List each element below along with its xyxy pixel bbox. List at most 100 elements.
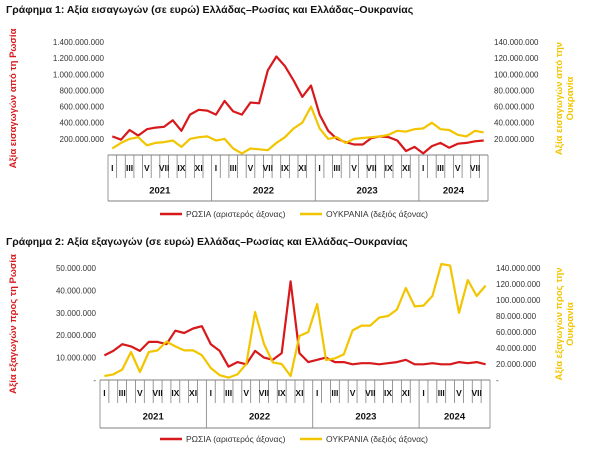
x-tick-label: I: [316, 388, 318, 398]
x-tick-label: I: [111, 163, 113, 173]
x-tick-label: IX: [177, 163, 185, 173]
x-tick-label: XI: [195, 163, 203, 173]
legend-russia-label: ΡΩΣΙΑ (αριστερός άξονας): [186, 434, 286, 444]
right-y-tick-label: 60.000.000: [496, 328, 537, 337]
x-tick-label: IX: [384, 388, 392, 398]
x-tick-label: III: [230, 163, 237, 173]
left-y-tick-label: 200.000.000: [60, 135, 105, 144]
x-tick-label: I: [103, 388, 105, 398]
left-y-axis-title: Αξία εξαγωγών προς τη Ρωσία: [8, 254, 19, 394]
left-y-tick-label: 1.400.000.000: [53, 38, 105, 47]
x-tick-label: XI: [402, 163, 410, 173]
left-y-tick-label: 1.000.000.000: [53, 70, 105, 79]
legend-russia-label: ΡΩΣΙΑ (αριστερός άξονας): [186, 209, 286, 219]
right-y-tick-label: 40.000.000: [496, 344, 537, 353]
right-y-tick-label: 100.000.000: [494, 70, 539, 79]
left-y-tick-label: 30.000.000: [56, 309, 97, 318]
right-y-tick-label: 140.000.000: [494, 38, 539, 47]
x-tick-label: V: [137, 388, 143, 398]
year-label: 2021: [143, 412, 165, 423]
year-label: 2024: [444, 412, 466, 423]
x-tick-label: III: [126, 163, 133, 173]
right-y-axis-title-line1: Αξία εισαγωγών από την: [554, 42, 565, 155]
chart1-panel: 200.000.000 400.000.000 600.000.000 800.000…: [0, 18, 600, 232]
right-y-tick-label: 40.000.000: [494, 119, 535, 128]
chart2-title: Γράφημα 2: Αξία εξαγωγών (σε ευρώ) Ελλάδ…: [6, 236, 408, 248]
x-tick-label: III: [437, 163, 444, 173]
x-tick-label: XI: [189, 388, 197, 398]
left-y-tick-label: 20.000.000: [56, 331, 97, 340]
x-tick-label: I: [215, 163, 217, 173]
right-y-axis-title-line1: Αξία εξαγωγών προς την: [554, 267, 565, 380]
left-y-tick-label: -: [93, 376, 96, 385]
right-y-tick-label: 120.000.000: [494, 54, 539, 63]
year-label: 2021: [149, 186, 171, 197]
x-tick-label: I: [422, 163, 424, 173]
x-tick-label: VII: [259, 388, 269, 398]
x-tick-label: VII: [159, 163, 169, 173]
right-y-axis-title-line2: Ουκρανία: [565, 76, 576, 120]
year-label: 2024: [443, 186, 465, 197]
x-tick-label: V: [248, 163, 254, 173]
legend-ukraine-label: ΟΥΚΡΑΝΙΑ (δεξιός άξονας): [326, 209, 428, 219]
x-tick-label: V: [455, 163, 461, 173]
right-y-tick-label: 80.000.000: [496, 312, 537, 321]
x-tick-label: VII: [470, 163, 480, 173]
left-y-tick-label: 800.000.000: [60, 86, 105, 95]
legend: ΡΩΣΙΑ (αριστερός άξονας) ΟΥΚΡΑΝΙΑ (δεξιός…: [160, 434, 428, 444]
left-y-tick-label: 400.000.000: [60, 119, 105, 128]
left-y-tick-label: 10.000.000: [56, 354, 97, 363]
x-tick-label: III: [438, 388, 445, 398]
x-tick-label: XI: [295, 388, 303, 398]
right-y-tick-label: 80.000.000: [494, 86, 535, 95]
year-label: 2023: [357, 186, 378, 197]
x-tick-label: III: [225, 388, 232, 398]
right-y-tick-label: 20.000.000: [496, 360, 537, 369]
right-y-axis-title: Αξία εξαγωγών προς την Ουκρανία: [554, 267, 576, 380]
ukraine-series-line: [111, 105, 484, 155]
x-tick-label: XI: [298, 163, 306, 173]
x-tick-label: III: [333, 163, 340, 173]
x-tick-label: IX: [385, 163, 393, 173]
legend-ukraine-label: ΟΥΚΡΑΝΙΑ (δεξιός άξονας): [326, 434, 428, 444]
year-label: 2023: [355, 412, 376, 423]
x-tick-label: I: [210, 388, 212, 398]
left-y-tick-label: 600.000.000: [60, 103, 105, 112]
right-y-tick-label: 140.000.000: [496, 264, 541, 273]
x-tick-label: V: [350, 388, 356, 398]
right-y-tick-label: 100.000.000: [496, 296, 541, 305]
x-tick-label: I: [318, 163, 320, 173]
chart2-panel: - 10.000.000 20.000.000 30.000.000 40.000.00…: [0, 250, 600, 453]
left-y-tick-label: 40.000.000: [56, 286, 97, 295]
right-y-tick-label: 20.000.000: [494, 135, 535, 144]
x-tick-label: V: [243, 388, 249, 398]
x-tick-label: III: [119, 388, 126, 398]
x-tick-label: XI: [402, 388, 410, 398]
right-y-tick-label: 120.000.000: [496, 280, 541, 289]
right-y-tick-label: -: [496, 376, 499, 385]
x-tick-label: VII: [365, 388, 375, 398]
left-y-axis-title: Αξία εισαγωγών από τη Ρωσία: [8, 28, 19, 168]
x-tick-label: I: [422, 388, 424, 398]
left-y-tick-label: 50.000.000: [56, 264, 97, 273]
year-label: 2022: [253, 186, 274, 197]
year-label: 2022: [249, 412, 270, 423]
right-y-tick-label: 60.000.000: [494, 103, 535, 112]
x-tick-label: IX: [278, 388, 286, 398]
x-tick-label: VII: [263, 163, 273, 173]
x-tick-label: VII: [366, 163, 376, 173]
x-tick-label: V: [144, 163, 150, 173]
x-tick-label: V: [456, 388, 462, 398]
russia-series-line: [111, 55, 484, 155]
x-tick-label: III: [331, 388, 338, 398]
ukraine-series-line: [104, 262, 487, 379]
x-tick-label: V: [351, 163, 357, 173]
x-tick-label: VII: [152, 388, 162, 398]
chart1-title: Γράφημα 1: Αξία εισαγωγών (σε ευρώ) Ελλά…: [6, 4, 414, 16]
chart2-svg: - 10.000.000 20.000.000 30.000.000 40.000.00…: [8, 254, 576, 444]
x-tick-label: IX: [171, 388, 179, 398]
left-y-tick-label: 1.200.000.000: [53, 54, 105, 63]
right-y-axis-title-line2: Ουκρανία: [565, 302, 576, 346]
x-tick-label: IX: [281, 163, 289, 173]
right-y-axis-title: Αξία εισαγωγών από την Ουκρανία: [554, 42, 576, 155]
